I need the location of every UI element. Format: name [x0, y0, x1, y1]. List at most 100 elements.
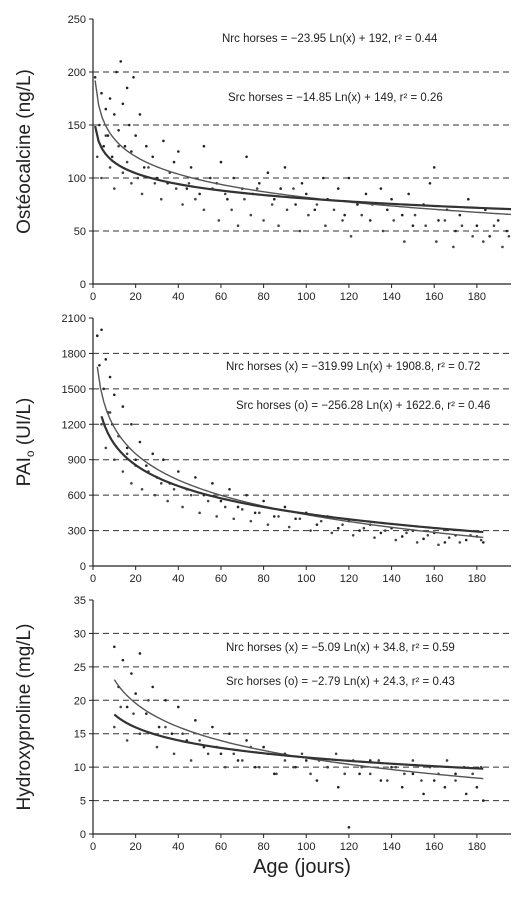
data-point — [130, 422, 133, 426]
data-point — [185, 187, 189, 190]
data-point — [164, 725, 167, 729]
x-tick-label: 140 — [382, 573, 400, 585]
data-point — [428, 182, 432, 185]
data-point — [315, 779, 319, 782]
data-point — [121, 171, 125, 174]
data-point — [189, 493, 193, 497]
x-tick-label: 100 — [297, 291, 315, 303]
data-point — [134, 134, 137, 137]
data-point — [130, 150, 133, 153]
data-point — [315, 203, 319, 206]
data-point — [426, 533, 430, 537]
x-tick-label: 120 — [340, 841, 358, 853]
data-point — [258, 182, 261, 185]
data-point — [411, 224, 415, 227]
data-point — [211, 482, 214, 485]
data-point — [341, 219, 344, 222]
data-point — [400, 213, 404, 217]
data-point — [236, 224, 240, 227]
data-point — [383, 529, 387, 532]
data-point — [394, 538, 398, 542]
chart-panel-2: 0 300 600 900 1200 1500 1800 2100 0 20 40 60 80 100 12… — [14, 313, 511, 585]
data-point — [108, 97, 112, 100]
data-point — [164, 698, 167, 702]
y-tick-label: 0 — [80, 279, 86, 291]
data-point — [298, 229, 302, 233]
data-point — [307, 213, 310, 217]
data-point — [481, 240, 485, 243]
data-point — [125, 705, 129, 709]
data-point — [100, 176, 103, 180]
data-point — [454, 229, 457, 233]
x-tick-label: 100 — [297, 573, 315, 585]
data-point — [287, 525, 291, 529]
data-point — [172, 752, 176, 756]
data-point — [142, 166, 146, 169]
data-point — [319, 519, 323, 523]
data-point — [153, 493, 157, 497]
data-point — [445, 759, 449, 762]
data-point — [379, 187, 383, 190]
equation-src: Src horses (o) = −256.28 Ln(x) + 1622.6,… — [236, 400, 490, 412]
data-point — [435, 240, 438, 243]
data-point — [219, 752, 223, 756]
data-point — [292, 187, 295, 190]
data-point — [452, 245, 455, 249]
data-point — [113, 113, 116, 116]
data-point — [100, 422, 103, 426]
data-point — [400, 785, 404, 789]
data-point — [100, 91, 103, 95]
x-tick-label: 160 — [425, 573, 443, 585]
data-point — [422, 537, 425, 541]
data-point — [300, 182, 304, 185]
data-point — [151, 685, 155, 689]
data-point — [304, 192, 308, 196]
data-point — [113, 458, 116, 462]
data-point — [145, 464, 148, 467]
x-tick-label: 100 — [297, 841, 315, 853]
data-point — [343, 213, 346, 217]
chart-panel-3: 0 5 10 15 20 25 30 35 0 20 40 60 80 100 120 140 160 180 Hy… — [14, 595, 511, 853]
data-point — [283, 166, 287, 169]
data-point — [364, 192, 368, 196]
data-point — [104, 107, 108, 111]
x-tick-label: 20 — [130, 573, 142, 585]
data-point — [215, 515, 218, 518]
data-point — [258, 765, 261, 769]
data-point — [121, 470, 125, 473]
data-point — [471, 772, 474, 776]
y-tick-label: 1800 — [62, 348, 86, 360]
y-tick-label: 0 — [80, 561, 86, 573]
data-point — [198, 739, 201, 742]
data-point — [228, 732, 231, 736]
y-tick-label: 25 — [74, 662, 86, 674]
data-point — [157, 725, 161, 729]
x-tick-label: 0 — [90, 291, 96, 303]
data-point — [351, 533, 355, 537]
data-point — [424, 224, 427, 227]
equation-nrc: Nrc horses (x) = −5.09 Ln(x) + 34.8, r² … — [226, 642, 455, 654]
data-point — [130, 182, 133, 185]
data-point — [98, 363, 101, 367]
data-point — [240, 759, 244, 762]
data-point — [236, 759, 240, 762]
data-point — [194, 476, 197, 479]
data-point — [496, 219, 500, 222]
data-point — [177, 705, 180, 709]
data-point — [394, 765, 398, 769]
data-point — [100, 328, 103, 332]
data-point — [475, 224, 479, 227]
data-point — [258, 511, 261, 515]
x-tick-label: 40 — [172, 291, 184, 303]
data-point — [106, 134, 110, 137]
data-point — [117, 144, 120, 148]
y-tick-label: 1500 — [62, 384, 86, 396]
x-tick-label: 40 — [172, 573, 184, 585]
data-point — [130, 482, 133, 485]
data-point — [181, 203, 184, 206]
data-point — [102, 144, 105, 148]
data-point — [294, 517, 297, 521]
data-point — [336, 785, 340, 789]
data-point — [362, 526, 366, 530]
data-point — [125, 86, 129, 90]
